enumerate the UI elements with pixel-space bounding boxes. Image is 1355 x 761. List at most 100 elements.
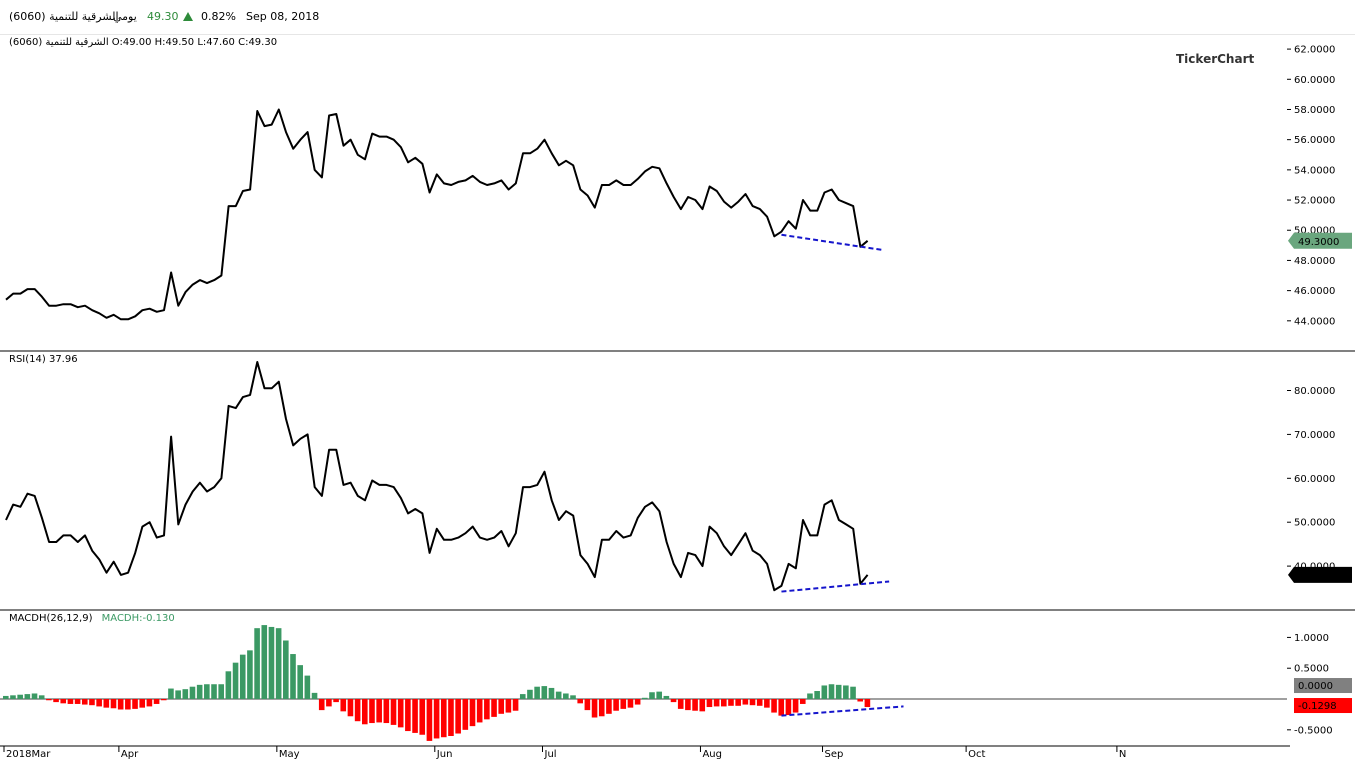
macd-bar [117,699,124,710]
macd-bar [268,626,275,700]
xtick-label: Apr [121,749,139,760]
symbol-name[interactable]: الشرقية للتنمية (6060) [9,10,119,23]
price-ytick-label: 52.0000 [1294,196,1335,207]
macd-bar [850,686,856,700]
macd-bar [53,699,59,703]
macd-bar [283,640,289,700]
xtick-label: 2018Mar [6,749,51,760]
macd-bar [606,699,612,714]
macd-bar [728,699,734,706]
macd-bar [304,675,311,700]
xtick-label: Oct [968,749,985,760]
macd-bar [814,691,820,700]
macd-bar [81,699,88,705]
macd-bar [627,699,634,708]
macd-ytick-label: 1.0000 [1294,633,1329,644]
macd-bar [390,699,397,725]
macd-bar [519,694,526,700]
macd-bar [419,699,426,735]
rsi-pane[interactable]: RSI(14) 37.96 [0,354,1355,611]
macd-bar [297,665,303,700]
xtick-label: Jul [544,749,557,760]
macd-bar [462,699,469,730]
macd-bar [764,699,770,708]
macd-pane[interactable]: MACDH(26,12,9) MACDH:-0.130 [0,613,1290,747]
macd-bar [433,699,440,739]
macd-bar [807,693,813,700]
xtick-label: May [279,749,300,760]
macd-bar [225,671,232,700]
rsi-ytick-label: 70.0000 [1294,430,1335,441]
macd-bar [843,685,849,700]
macd-bar [699,699,706,712]
rsi-last-value-marker [1288,566,1352,583]
macd-bar [196,684,203,700]
price-last-value-label: 49.3000 [1298,237,1339,248]
macd-bar [218,684,224,700]
macd-bar [17,694,23,700]
macd-bar [333,699,339,703]
chart-marks: 62.0000 60.0000 58.0000 56.0000 54.0000 52.00… [0,45,1352,760]
macd-bar [692,699,698,711]
macd-bar [74,699,81,704]
macd-zero-value-box [1294,678,1352,694]
macd-bar [778,699,785,716]
macd-bar [60,699,67,704]
price-ytick-label: 54.0000 [1294,165,1335,176]
date-label: Sep 08, 2018 [246,10,320,23]
macd-pane-title: MACDH(26,12,9) [9,613,93,624]
price-ytick-label: 60.0000 [1294,75,1335,86]
macd-bar [89,699,95,706]
macd-bar [591,699,598,718]
macd-bar [67,699,74,704]
macd-bar [160,699,167,701]
price-last-value-marker [1288,232,1352,249]
chart-area[interactable]: الشرقية للتنمية (6060) O:49.00 H:49.50 L… [0,34,1355,761]
macd-bar [110,699,117,709]
price-series-line [5,108,869,321]
macd-bar [706,699,713,708]
macd-last-value-box [1294,698,1352,714]
macd-bar [318,699,325,711]
macd-bar [182,689,189,700]
macd-bar [275,628,282,700]
macd-ytick-label: 0.5000 [1294,664,1329,675]
macd-bar [455,699,461,734]
macd-ytick-label: -0.5000 [1294,725,1333,736]
macd-bar [469,699,476,727]
macd-bar [835,684,842,700]
price-ytick-label: 48.0000 [1294,256,1335,267]
macd-bar [512,699,519,711]
macd-bar [204,684,210,700]
rsi-pane-label: RSI(14) 37.96 [9,354,78,365]
macd-bar [290,654,296,700]
macd-bar [713,699,720,707]
macd-bar [46,699,52,701]
macd-bar [620,699,627,709]
macd-bar [505,699,512,713]
macd-bar [426,699,433,741]
macd-bar [584,699,591,711]
rsi-last-value-label: 37.9580 [1298,571,1339,582]
macd-value-label: MACDH:-0.130 [102,613,175,624]
tickerchart-watermark: TickerChart [1176,52,1254,66]
last-price: 49.30 [147,10,179,23]
period-label[interactable]: يومي [113,10,137,23]
macd-bar [656,691,662,700]
rsi-ytick-label: 80.0000 [1294,386,1335,397]
macd-bar [132,699,138,709]
macd-bar [484,699,490,720]
macd-bar [376,699,382,723]
macd-bar [412,699,418,733]
macd-bar [598,699,605,717]
macd-bar [491,699,497,717]
price-pane[interactable]: الشرقية للتنمية (6060) O:49.00 H:49.50 L… [0,37,1355,352]
macd-bar [677,699,684,709]
macd-bar [247,650,253,700]
macd-bar [168,688,174,700]
macd-bar [756,699,763,706]
macd-bar [38,695,45,700]
macd-bar [555,691,562,700]
macd-bar [369,699,375,724]
macd-bar [735,699,741,706]
